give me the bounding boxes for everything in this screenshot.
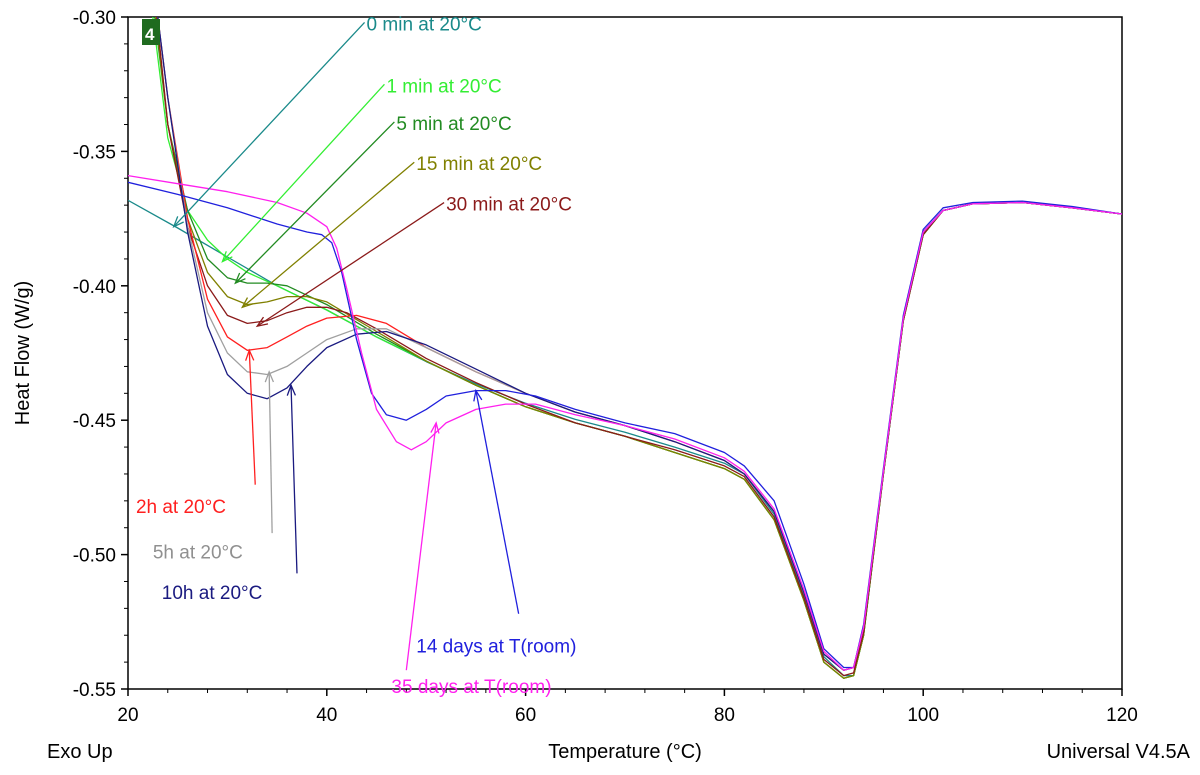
series-label: 30 min at 20°C (446, 195, 572, 216)
series-arrowhead (255, 316, 269, 328)
series-arrowhead (172, 216, 184, 228)
series-arrowhead (221, 251, 233, 263)
badge: 4 (142, 19, 160, 45)
y-axis-title: Heat Flow (W/g) (12, 281, 34, 425)
series-label: 10h at 20°C (162, 583, 263, 604)
series-label: 5h at 20°C (153, 543, 243, 564)
series-arrow (173, 21, 366, 228)
series-arrowhead (240, 297, 253, 309)
y-tick-label: -0.30 (73, 8, 116, 29)
curve-labels: 0 min at 20°C 1 min at 20°C 5 min at 20°C 1… (136, 14, 576, 698)
x-tick-label: 20 (117, 705, 138, 726)
y-tick-label: -0.55 (73, 680, 116, 701)
series-label: 2h at 20°C (136, 497, 226, 518)
series-line (128, 174, 1122, 671)
series-label: 14 days at T(room) (416, 637, 576, 658)
x-tick-label: 60 (515, 705, 536, 726)
series-arrow (256, 201, 445, 327)
software-version-label: Universal V4.5A (1047, 741, 1191, 763)
x-tick-label: 100 (907, 705, 939, 726)
series-arrowhead (234, 272, 246, 285)
series-label: 15 min at 20°C (416, 154, 542, 175)
series-arrow (290, 385, 298, 574)
y-axis-ticks: -0.30 -0.35 -0.40 -0.45 -0.50 -0.55 (73, 8, 128, 701)
series-arrowhead (264, 370, 275, 383)
series-label: 35 days at T(room) (391, 677, 551, 698)
series-label: 1 min at 20°C (386, 76, 501, 97)
x-tick-label: 40 (316, 705, 337, 726)
y-tick-label: -0.35 (73, 142, 116, 163)
x-tick-label: 120 (1106, 705, 1138, 726)
x-axis-ticks: 20 40 60 80 100 120 (117, 689, 1138, 726)
series-arrow (475, 390, 520, 614)
series-arrowhead (286, 383, 297, 396)
series-label: 0 min at 20°C (367, 14, 482, 35)
series-arrowhead (473, 388, 483, 402)
series-arrowhead (430, 421, 440, 434)
y-tick-label: -0.50 (73, 546, 116, 567)
curves (128, 17, 1122, 679)
series-arrowhead (245, 348, 255, 361)
series-arrow (268, 371, 273, 534)
y-tick-label: -0.45 (73, 411, 116, 432)
series-arrow (405, 422, 437, 671)
x-tick-label: 80 (714, 705, 735, 726)
x-axis-title: Temperature (°C) (548, 741, 702, 763)
badge-text: 4 (145, 25, 155, 44)
series-arrow (221, 83, 385, 263)
series-label: 5 min at 20°C (396, 114, 511, 135)
plot-area (127, 16, 1123, 690)
y-tick-label: -0.40 (73, 277, 116, 298)
series-arrow (241, 161, 415, 308)
exo-up-label: Exo Up (47, 741, 113, 763)
series-arrow (234, 121, 395, 284)
series-arrow (248, 350, 256, 485)
